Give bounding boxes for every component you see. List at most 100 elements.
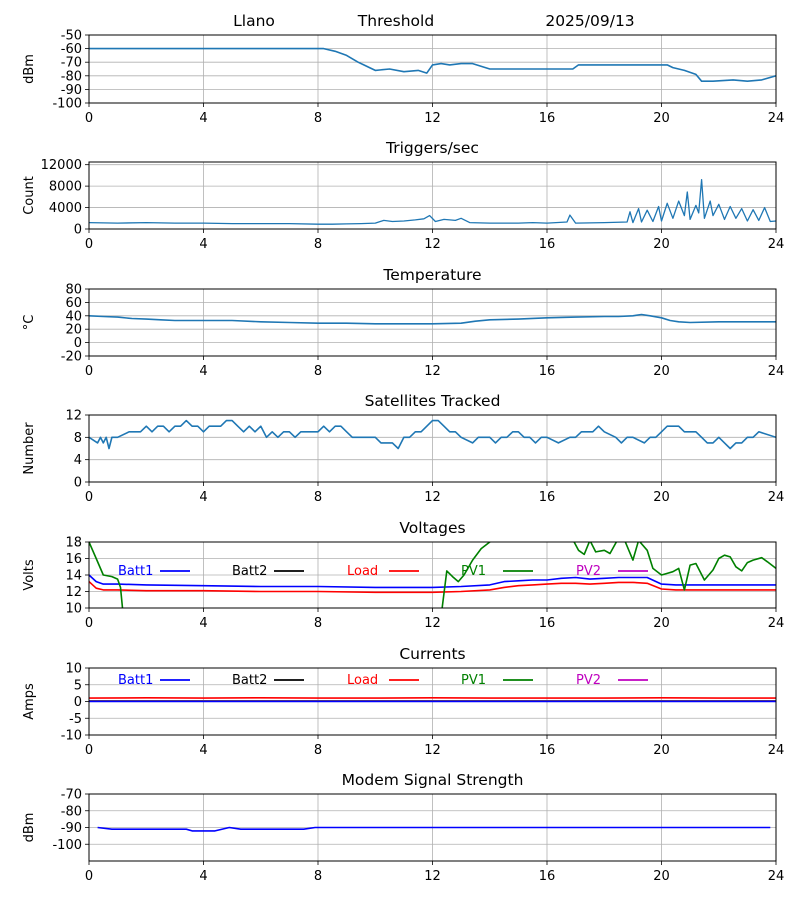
x-tick-label: 0: [85, 111, 93, 126]
y-tick-label: 10: [65, 662, 82, 677]
x-tick-label: 12: [424, 869, 441, 884]
x-tick-label: 12: [424, 743, 441, 758]
y-axis-label: Number: [22, 422, 37, 475]
y-axis-label: dBm: [22, 54, 37, 84]
x-tick-label: 20: [653, 616, 670, 631]
x-tick-label: 8: [314, 364, 322, 379]
x-tick-label: 24: [768, 743, 785, 758]
legend-label: PV2: [576, 564, 601, 579]
y-tick-label: -50: [61, 29, 82, 44]
legend-label: Batt2: [232, 564, 267, 579]
legend-label: Batt1: [118, 673, 153, 688]
x-tick-label: 16: [539, 616, 556, 631]
x-tick-label: 24: [768, 237, 785, 252]
y-tick-label: 0: [74, 336, 82, 351]
y-tick-label: -70: [61, 56, 82, 71]
y-axis-label: Amps: [22, 683, 37, 720]
y-tick-label: 8: [74, 431, 82, 446]
y-tick-label: 0: [74, 695, 82, 710]
x-tick-label: 24: [768, 364, 785, 379]
x-tick-label: 20: [653, 743, 670, 758]
panel-triggers: 0 4 8 12 16 20 24 0 4000 8000 12000 Triggers/sec Cou…: [22, 139, 784, 252]
x-tick-label: 20: [653, 490, 670, 505]
y-tick-label: -100: [52, 97, 82, 112]
x-tick-label: 0: [85, 490, 93, 505]
panel-title: Satellites Tracked: [365, 392, 501, 410]
x-tick-label: 8: [314, 743, 322, 758]
y-tick-label: -90: [61, 83, 82, 98]
x-tick-label: 8: [314, 111, 322, 126]
x-tick-label: 8: [314, 237, 322, 252]
x-tick-label: 16: [539, 869, 556, 884]
series-line: [89, 419, 776, 450]
series-line: [97, 826, 771, 832]
y-tick-label: -10: [61, 729, 82, 744]
y-axis-label: Count: [22, 176, 37, 215]
y-tick-label: 12: [65, 409, 82, 424]
x-tick-label: 20: [653, 237, 670, 252]
x-tick-label: 4: [199, 743, 207, 758]
axes-frame: [88, 667, 777, 736]
y-tick-label: -20: [61, 350, 82, 365]
x-tick-label: 16: [539, 237, 556, 252]
y-tick-label: -80: [61, 804, 82, 819]
y-tick-label: -70: [61, 788, 82, 803]
panel-title: Voltages: [399, 519, 465, 537]
x-tick-label: 8: [314, 490, 322, 505]
y-tick-label: 0: [74, 476, 82, 491]
x-tick-label: 0: [85, 869, 93, 884]
x-tick-label: 4: [199, 111, 207, 126]
axes-frame: [88, 541, 777, 609]
x-tick-label: 4: [199, 490, 207, 505]
legend-label: Batt2: [232, 673, 267, 688]
y-tick-label: 12: [65, 585, 82, 600]
x-tick-label: 0: [85, 743, 93, 758]
legend-label: PV1: [461, 673, 486, 688]
y-tick-label: -100: [52, 838, 82, 853]
series-line-batt1: [89, 574, 776, 589]
x-tick-label: 4: [199, 364, 207, 379]
y-tick-label: 18: [65, 536, 82, 551]
panel-threshold: 0 4 8 12 16 20 24 -50-60-70-80-90-100 dBm: [22, 29, 784, 127]
x-tick-label: 0: [85, 237, 93, 252]
series-line-load: [89, 581, 776, 594]
series-line-pv1: [89, 542, 776, 608]
header-date: 2025/09/13: [545, 12, 634, 30]
series-line: [89, 47, 776, 82]
x-tick-label: 20: [653, 869, 670, 884]
x-tick-label: 16: [539, 364, 556, 379]
x-tick-label: 16: [539, 490, 556, 505]
y-tick-label: -5: [69, 712, 82, 727]
panel-title: Temperature: [382, 266, 481, 284]
y-tick-label: 60: [65, 296, 82, 311]
x-tick-label: 16: [539, 111, 556, 126]
y-tick-label: 14: [65, 569, 82, 584]
panel-title: Modem Signal Strength: [342, 771, 524, 789]
x-tick-label: 16: [539, 743, 556, 758]
x-tick-label: 12: [424, 490, 441, 505]
header-site: Llano: [233, 12, 275, 30]
y-tick-label: 20: [65, 323, 82, 338]
y-tick-label: 4000: [49, 201, 82, 216]
x-tick-label: 20: [653, 364, 670, 379]
y-axis-label: dBm: [22, 813, 37, 843]
y-tick-label: -80: [61, 69, 82, 84]
axes-frame: [88, 793, 777, 862]
y-tick-label: 5: [74, 678, 82, 693]
legend-label: Batt1: [118, 564, 153, 579]
x-tick-label: 0: [85, 364, 93, 379]
y-tick-label: 8000: [49, 180, 82, 195]
panel-modem: 0 4 8 12 16 20 24 -70-80 -90 -100 Modem Signal Str…: [22, 771, 784, 884]
x-tick-label: 12: [424, 237, 441, 252]
y-tick-label: 4: [74, 453, 82, 468]
x-tick-label: 0: [85, 616, 93, 631]
legend-label: Load: [347, 564, 378, 579]
panel-currents: 0 4 8 12 16 20 24 -10 -5 0 510 Currents Amps Batt1 Bat…: [22, 645, 784, 758]
x-tick-label: 8: [314, 869, 322, 884]
x-tick-label: 4: [199, 869, 207, 884]
x-tick-label: 24: [768, 111, 785, 126]
